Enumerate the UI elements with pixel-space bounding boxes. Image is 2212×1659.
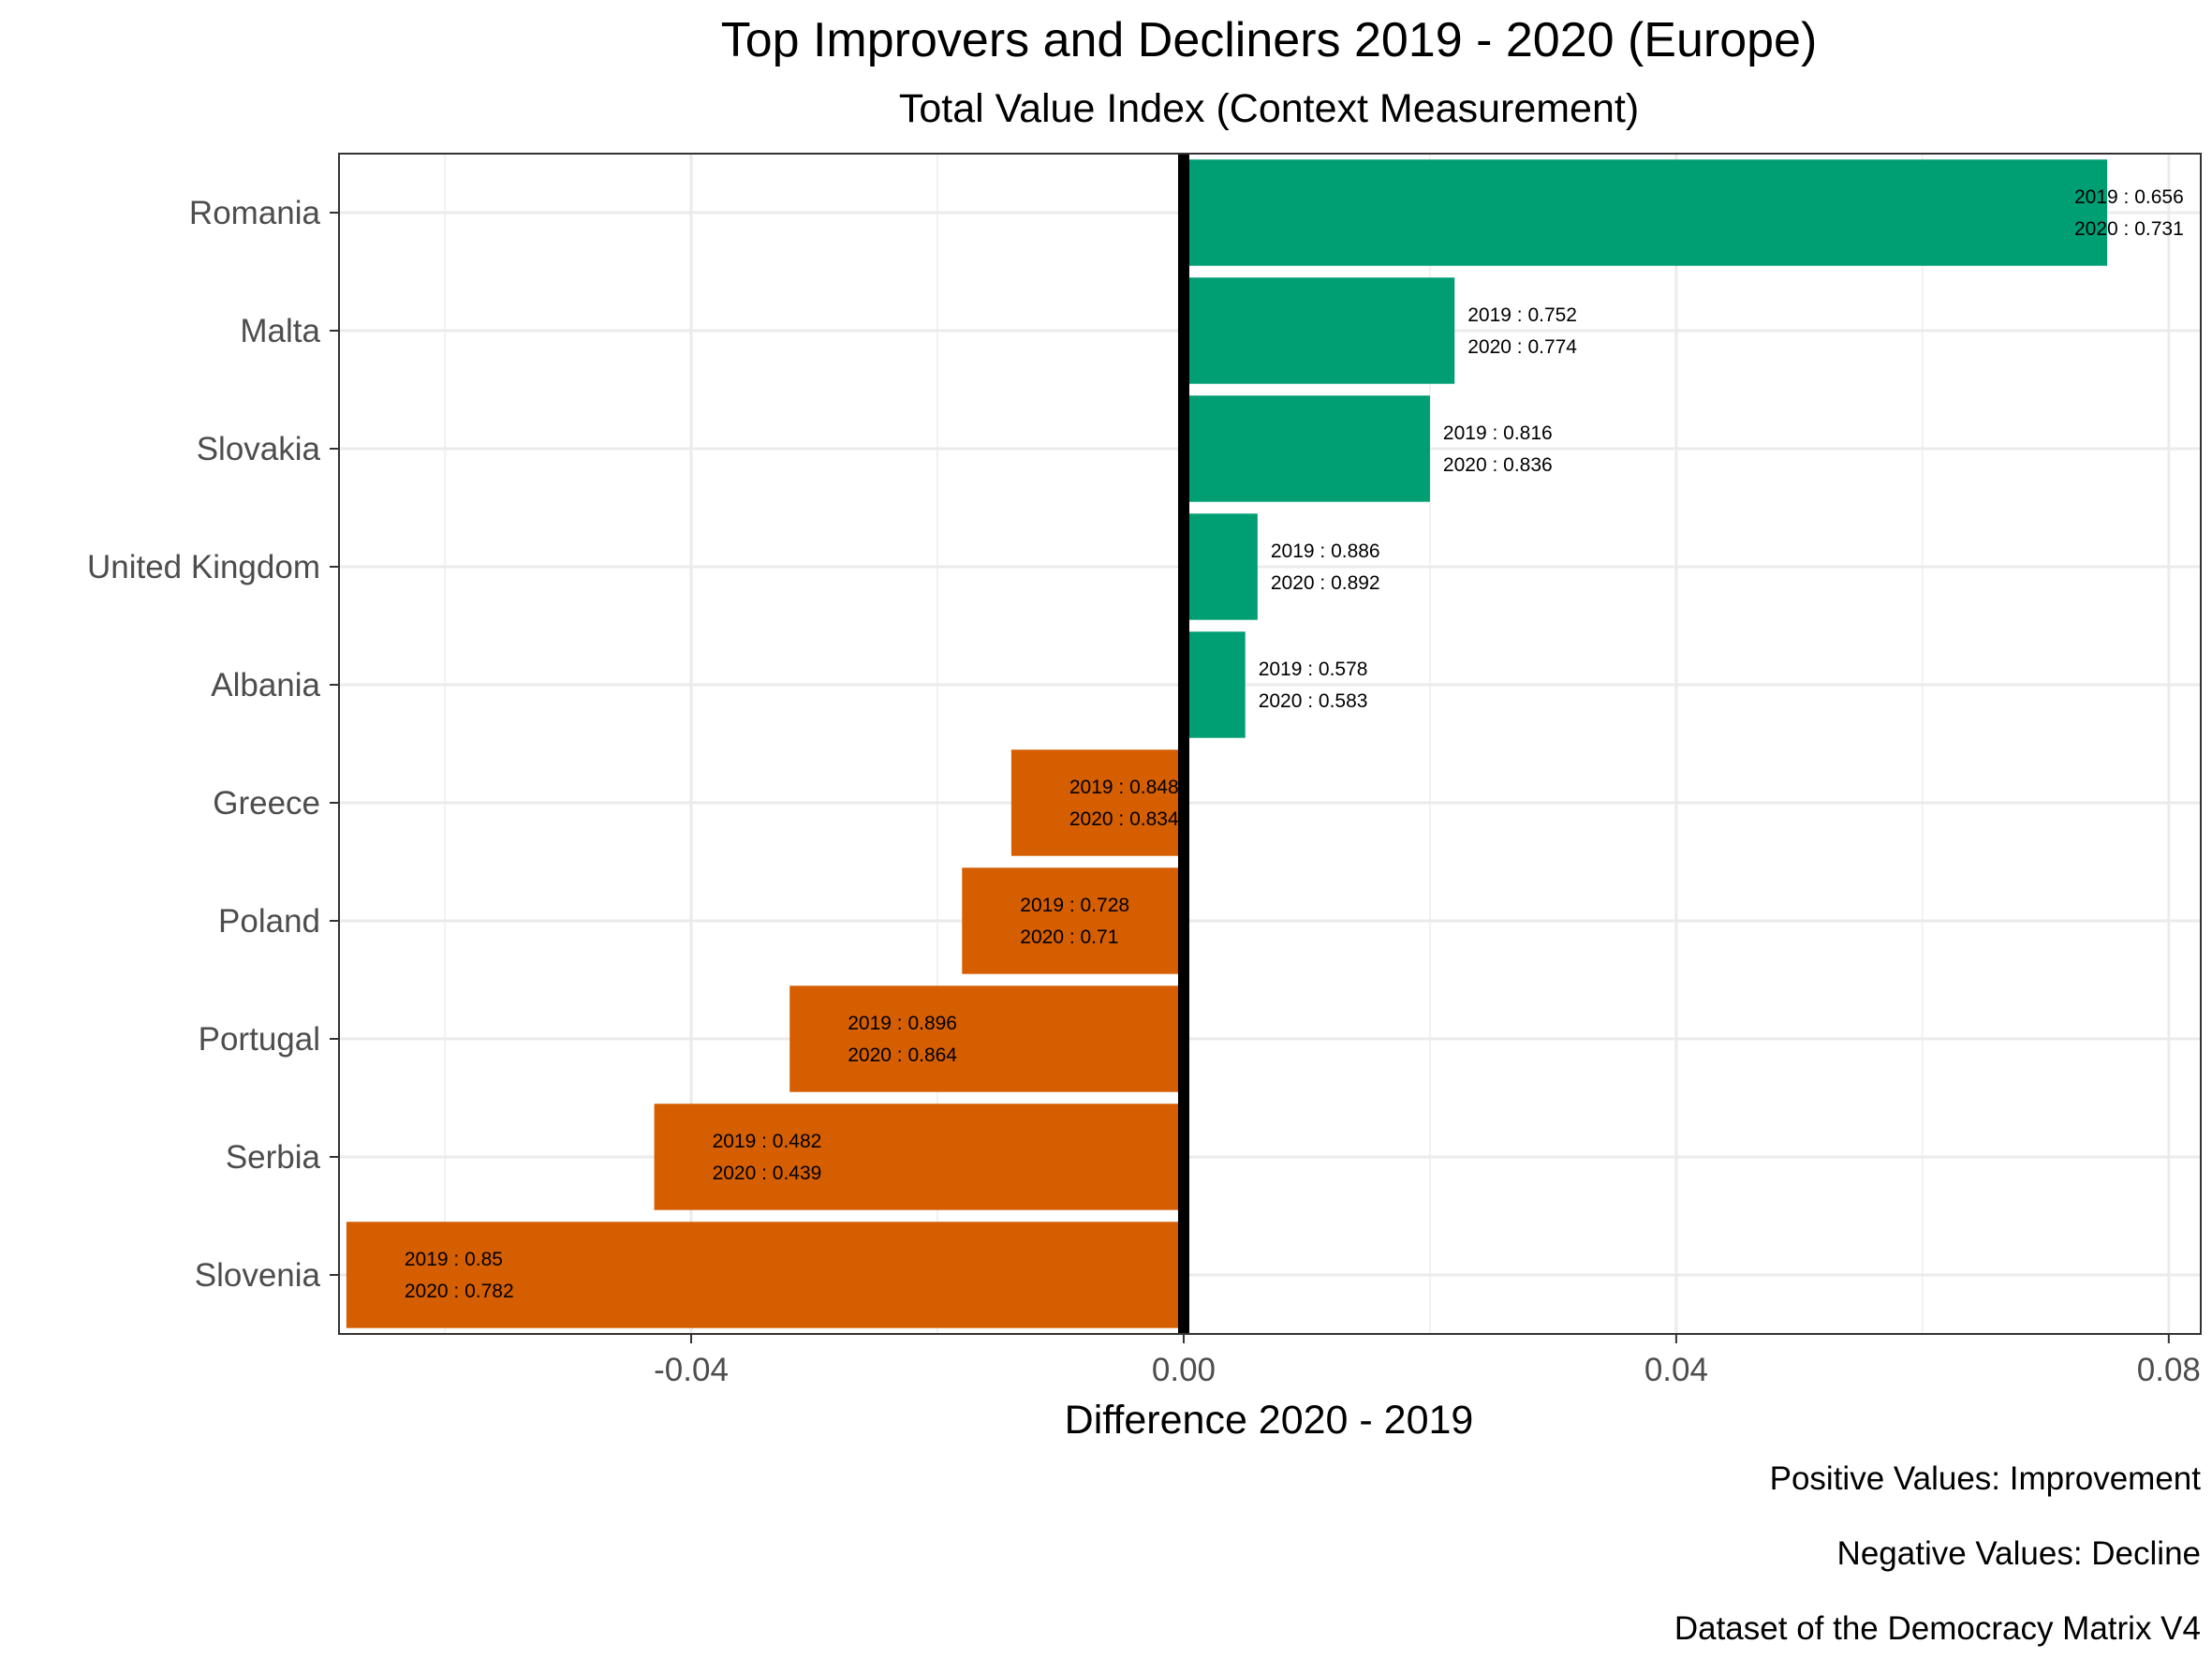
y-tick-label: Portugal [199, 1021, 320, 1058]
caption-line: Negative Values: Decline [1837, 1535, 2201, 1572]
bar-slovenia [346, 1222, 1184, 1328]
caption-line: Positive Values: Improvement [1770, 1460, 2202, 1497]
y-tick-label: United Kingdom [87, 549, 320, 585]
bar-label-2019: 2019 : 0.848 [1069, 777, 1179, 798]
captions: Positive Values: Improvement Negative Val… [1674, 1460, 2201, 1647]
bar-serbia [654, 1104, 1184, 1210]
bar-label-2020: 2020 : 0.71 [1020, 926, 1118, 948]
caption-line: Dataset of the Democracy Matrix V4 [1674, 1610, 2201, 1647]
y-tick-label: Poland [218, 903, 320, 940]
bar-greece [1010, 749, 1184, 856]
chart-title: Top Improvers and Decliners 2019 - 2020 … [721, 13, 1818, 67]
y-axis: Romania Malta Slovakia United Kingdom Albani… [87, 195, 339, 1294]
bar-label-2019: 2019 : 0.728 [1020, 895, 1129, 916]
bar-label-2019: 2019 : 0.85 [405, 1249, 503, 1270]
bar-label-2020: 2020 : 0.731 [2074, 218, 2184, 240]
bar-slovakia [1183, 395, 1430, 502]
y-tick-label: Malta [240, 313, 320, 349]
bar-label-2019: 2019 : 0.578 [1259, 659, 1368, 680]
y-tick-label: Albania [211, 667, 320, 704]
x-axis: -0.04 0.00 0.04 0.08 [654, 1334, 2201, 1388]
chart-subtitle: Total Value Index (Context Measurement) [899, 86, 1639, 131]
bar-label-2020: 2020 : 0.834 [1069, 808, 1179, 830]
x-tick-label: -0.04 [654, 1352, 729, 1388]
bar-label-2019: 2019 : 0.816 [1443, 422, 1553, 444]
y-tick-label: Slovenia [195, 1257, 321, 1294]
y-tick-label: Slovakia [197, 431, 321, 467]
bar-label-2019: 2019 : 0.482 [713, 1131, 822, 1152]
bar-label-2019: 2019 : 0.886 [1271, 541, 1380, 562]
bar-label-2020: 2020 : 0.892 [1271, 572, 1380, 594]
bar-labels: 2019 : 0.656 2020 : 0.731 2019 : 0.752 2020… [405, 186, 2184, 1302]
x-tick-label: 0.08 [2137, 1352, 2201, 1388]
bar-label-2019: 2019 : 0.752 [1467, 304, 1577, 326]
bars [346, 159, 2108, 1328]
x-axis-label: Difference 2020 - 2019 [1065, 1398, 1474, 1443]
bar-label-2020: 2020 : 0.836 [1443, 454, 1553, 476]
y-tick-label: Romania [189, 195, 321, 231]
bar-label-2020: 2020 : 0.782 [405, 1281, 514, 1302]
bar-label-2020: 2020 : 0.439 [713, 1163, 822, 1184]
plot-panel-border [338, 153, 2202, 1335]
bar-malta [1183, 277, 1455, 384]
bar-label-2019: 2019 : 0.896 [848, 1013, 957, 1034]
bar-label-2020: 2020 : 0.864 [848, 1044, 957, 1066]
y-tick-label: Greece [213, 785, 320, 822]
bar-label-2020: 2020 : 0.774 [1467, 336, 1577, 358]
bar-label-2019: 2019 : 0.656 [2074, 186, 2184, 208]
bar-romania [1183, 159, 2108, 266]
bar-label-2020: 2020 : 0.583 [1259, 690, 1368, 712]
bar-poland [962, 867, 1184, 974]
bar-albania [1183, 631, 1246, 738]
x-tick-label: 0.04 [1644, 1352, 1708, 1388]
bar-portugal [789, 985, 1184, 1092]
x-tick-label: 0.00 [1152, 1352, 1216, 1388]
bar-united-kingdom [1183, 513, 1258, 620]
y-tick-label: Serbia [226, 1139, 321, 1176]
